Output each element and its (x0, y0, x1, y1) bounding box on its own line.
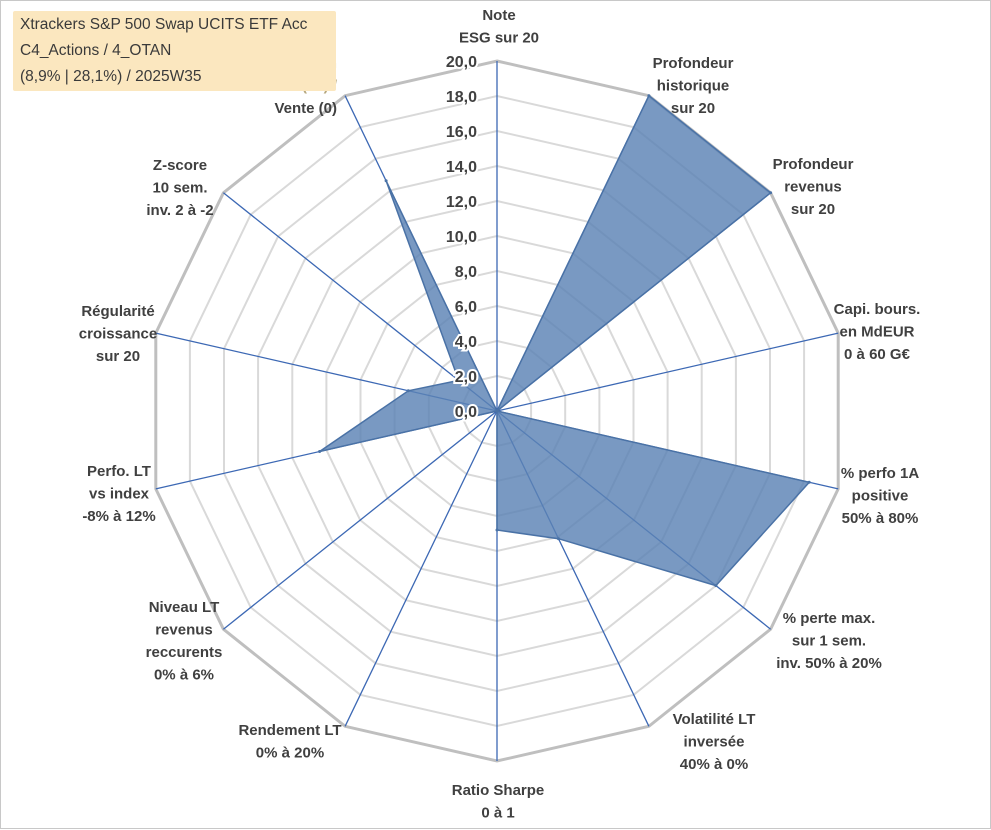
tick-label-4: 4,0 (455, 334, 477, 351)
axis-label-capi-line-1: Capi. bours. (834, 301, 921, 318)
data-point-niveau (495, 409, 499, 413)
tick-label-14: 14,0 (446, 159, 477, 176)
tick-label-2: 2,0 (455, 369, 477, 386)
tick-label-18: 18,0 (446, 89, 477, 106)
axis-label-esg-line-1: Note (482, 7, 515, 24)
radial-tick-labels: 0,0 2,0 4,0 6,0 8,0 10,0 12,0 14,0 16,0 18,0 20,0 (444, 52, 479, 423)
tick-label-0: 0,0 (455, 404, 477, 421)
axis-label-zscore-line-1: Z-score (153, 157, 207, 174)
title-line-3: (8,9% | 28,1%) / 2025W35 (20, 68, 202, 85)
tick-label-6: 6,0 (455, 299, 477, 316)
data-point-regul (406, 389, 410, 393)
axis-label-hist-line-3: sur 20 (671, 100, 715, 117)
title-box: Xtrackers S&P 500 Swap UCITS ETF Acc C4_… (13, 11, 336, 91)
axis-label-niveau-line-4: 0% à 6% (154, 667, 214, 684)
axis-label-sharpe-line-2: 0 à 1 (481, 805, 514, 822)
spoke-capi (496, 332, 839, 412)
data-point-vol (557, 537, 560, 541)
tick-label-10: 10,0 (446, 229, 477, 246)
axis-label-zscore-line-3: inv. 2 à -2 (146, 202, 213, 219)
axis-label-perf1a-line-3: 50% à 80% (842, 510, 919, 527)
axis-label-sharpe-line-1: Ratio Sharpe (452, 782, 545, 799)
axis-label-vol-line-1: Volatilité LT (673, 711, 756, 728)
axis-label-perfolt-line-1: Perfo. LT (87, 463, 151, 480)
axis-label-rev-line-1: Profondeur (773, 156, 854, 173)
axis-label-perf1a-line-2: positive (852, 488, 909, 505)
axis-label-regul-line-2: croissance (79, 326, 157, 343)
axis-label-perfolt-line-2: vs index (89, 486, 150, 503)
data-point-sharpe (495, 528, 499, 532)
data-point-momentum (384, 179, 388, 183)
tick-label-16: 16,0 (446, 124, 477, 141)
axis-label-niveau-line-1: Niveau LT (149, 599, 220, 616)
axis-label-capi-line-3: 0 à 60 G€ (844, 346, 911, 363)
axis-label-momentum-line-3: Vente (0) (274, 100, 337, 117)
data-point-perf1a (807, 480, 811, 484)
axis-label-regul-line-1: Régularité (81, 303, 154, 320)
data-point-hist (647, 94, 651, 98)
axis-label-esg-line-2: ESG sur 20 (459, 30, 539, 47)
axis-label-niveau-line-2: revenus (155, 622, 213, 639)
tick-label-8: 8,0 (455, 264, 477, 281)
tick-label-20: 20,0 (446, 54, 477, 71)
data-point-rev (769, 191, 773, 195)
axis-label-perf1a-line-1: % perfo 1A (841, 465, 920, 482)
axis-label-hist-line-2: historique (657, 78, 730, 95)
axis-label-perte-line-1: % perte max. (783, 610, 876, 627)
tick-label-12: 12,0 (446, 194, 477, 211)
data-point-zscore (457, 378, 461, 382)
axis-label-regul-line-3: sur 20 (96, 348, 140, 365)
axis-label-vol-line-2: inversée (684, 734, 745, 751)
axis-label-rev-line-3: sur 20 (791, 201, 835, 218)
axis-label-zscore-line-2: 10 sem. (152, 180, 207, 197)
spoke-rend (344, 410, 498, 727)
radar-series (318, 94, 811, 588)
title-line-2: C4_Actions / 4_OTAN (20, 42, 172, 59)
axis-label-rend-line-1: Rendement LT (238, 722, 341, 739)
title-line-1: Xtrackers S&P 500 Swap UCITS ETF Acc (20, 16, 308, 33)
axis-label-rev-line-2: revenus (784, 179, 842, 196)
data-point-perfolt (318, 450, 322, 453)
axis-label-perte-line-3: inv. 50% à 20% (776, 655, 882, 672)
axis-label-capi-line-2: en MdEUR (840, 324, 915, 341)
axis-label-vol-line-3: 40% à 0% (680, 756, 748, 773)
axis-label-niveau-line-3: reccurents (146, 644, 223, 661)
data-point-perte (714, 584, 718, 588)
axis-label-perte-line-2: sur 1 sem. (792, 633, 866, 650)
axis-label-hist-line-1: Profondeur (653, 55, 734, 72)
spoke-zscore (222, 192, 498, 412)
series-area (319, 94, 811, 587)
spoke-niveau (222, 410, 498, 630)
axis-label-rend-line-2: 0% à 20% (256, 745, 324, 762)
axis-label-perfolt-line-3: -8% à 12% (82, 508, 155, 525)
